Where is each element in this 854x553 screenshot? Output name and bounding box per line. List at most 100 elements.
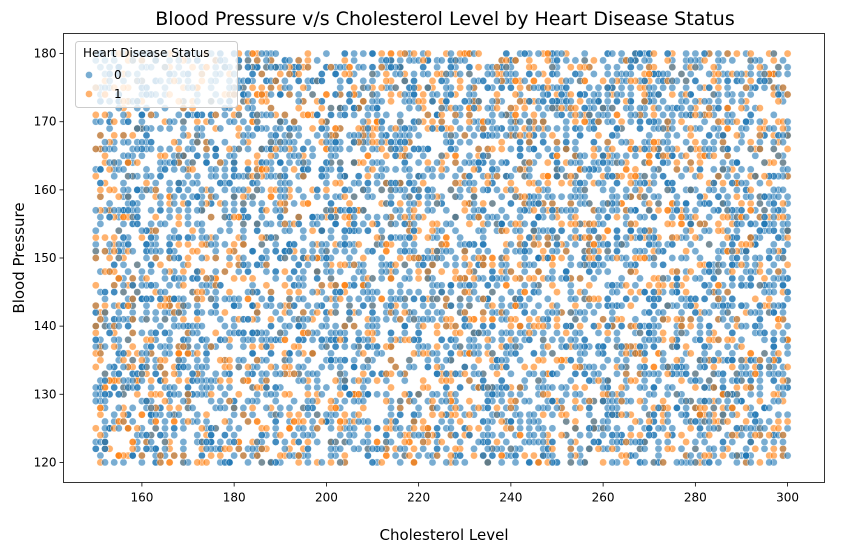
data-point xyxy=(631,151,640,160)
data-point xyxy=(424,192,432,201)
data-point xyxy=(368,165,377,174)
data-point xyxy=(364,431,372,439)
data-point xyxy=(585,431,594,439)
data-point xyxy=(520,254,529,262)
data-point xyxy=(543,124,552,133)
data-point xyxy=(257,240,266,249)
data-point xyxy=(437,308,446,317)
data-point xyxy=(119,111,128,119)
data-point xyxy=(128,356,137,365)
data-point xyxy=(488,267,497,276)
data-point xyxy=(327,451,335,460)
data-point xyxy=(465,397,474,405)
data-point xyxy=(184,383,192,392)
data-point xyxy=(410,199,418,208)
data-point xyxy=(294,77,303,85)
data-point xyxy=(603,417,612,426)
data-point xyxy=(382,397,391,405)
data-point xyxy=(207,186,215,194)
data-point xyxy=(276,431,285,439)
data-point xyxy=(437,151,446,160)
data-point xyxy=(733,397,741,405)
data-point xyxy=(465,424,474,433)
data-point xyxy=(433,199,441,208)
data-point xyxy=(673,356,681,365)
data-point xyxy=(322,138,331,147)
data-point xyxy=(350,49,358,58)
data-point xyxy=(691,49,700,58)
data-point xyxy=(244,295,252,303)
data-point xyxy=(783,260,792,269)
data-point xyxy=(765,295,774,303)
data-point xyxy=(211,192,220,201)
data-point xyxy=(668,288,677,296)
data-point xyxy=(396,458,405,467)
data-point xyxy=(557,335,566,344)
data-point xyxy=(165,186,174,194)
data-point xyxy=(216,356,225,365)
data-point xyxy=(603,329,612,337)
data-point xyxy=(248,281,257,290)
data-point xyxy=(91,363,100,371)
data-point xyxy=(539,111,548,119)
data-point xyxy=(377,158,386,167)
data-point xyxy=(557,363,566,371)
data-point xyxy=(96,213,105,221)
data-point xyxy=(101,233,109,242)
data-point xyxy=(96,451,105,460)
data-point xyxy=(580,383,589,392)
data-point xyxy=(211,329,220,337)
data-point xyxy=(709,206,718,215)
data-point xyxy=(456,451,464,460)
data-point xyxy=(313,438,322,446)
data-point xyxy=(156,363,165,371)
data-point xyxy=(516,295,524,303)
data-point xyxy=(677,213,686,221)
data-point xyxy=(474,63,483,72)
data-point xyxy=(174,213,183,221)
data-point xyxy=(700,438,709,446)
data-point xyxy=(147,206,155,215)
data-point xyxy=(276,124,285,133)
data-point xyxy=(451,56,460,65)
data-point xyxy=(626,97,635,106)
data-point xyxy=(304,56,312,65)
data-point xyxy=(202,335,211,344)
data-point xyxy=(668,424,677,433)
data-point xyxy=(216,376,225,385)
data-point xyxy=(650,145,658,153)
data-point xyxy=(271,131,280,140)
data-point xyxy=(566,376,575,385)
data-point xyxy=(198,186,206,194)
data-point xyxy=(654,247,663,256)
data-point xyxy=(548,274,557,283)
data-point xyxy=(714,70,723,78)
data-point xyxy=(769,274,778,283)
data-point xyxy=(516,138,524,147)
data-point xyxy=(396,56,405,65)
data-point xyxy=(769,444,778,453)
data-point xyxy=(682,83,690,92)
data-point xyxy=(705,213,714,221)
data-point xyxy=(184,213,192,221)
data-point xyxy=(622,458,631,467)
data-point xyxy=(165,213,174,221)
data-point xyxy=(221,165,229,174)
data-point xyxy=(599,56,607,65)
data-point xyxy=(428,410,437,419)
data-point xyxy=(673,165,681,174)
data-point xyxy=(686,145,695,153)
data-point xyxy=(543,186,552,194)
data-point xyxy=(119,363,128,371)
data-point xyxy=(340,70,349,78)
data-point xyxy=(571,397,580,405)
data-point xyxy=(548,424,557,433)
data-point xyxy=(682,404,690,412)
data-point xyxy=(101,301,109,310)
data-point xyxy=(114,404,123,412)
data-point xyxy=(483,104,492,112)
data-point xyxy=(696,172,704,181)
data-point xyxy=(147,376,155,385)
data-point xyxy=(433,158,441,167)
data-point xyxy=(221,186,229,194)
